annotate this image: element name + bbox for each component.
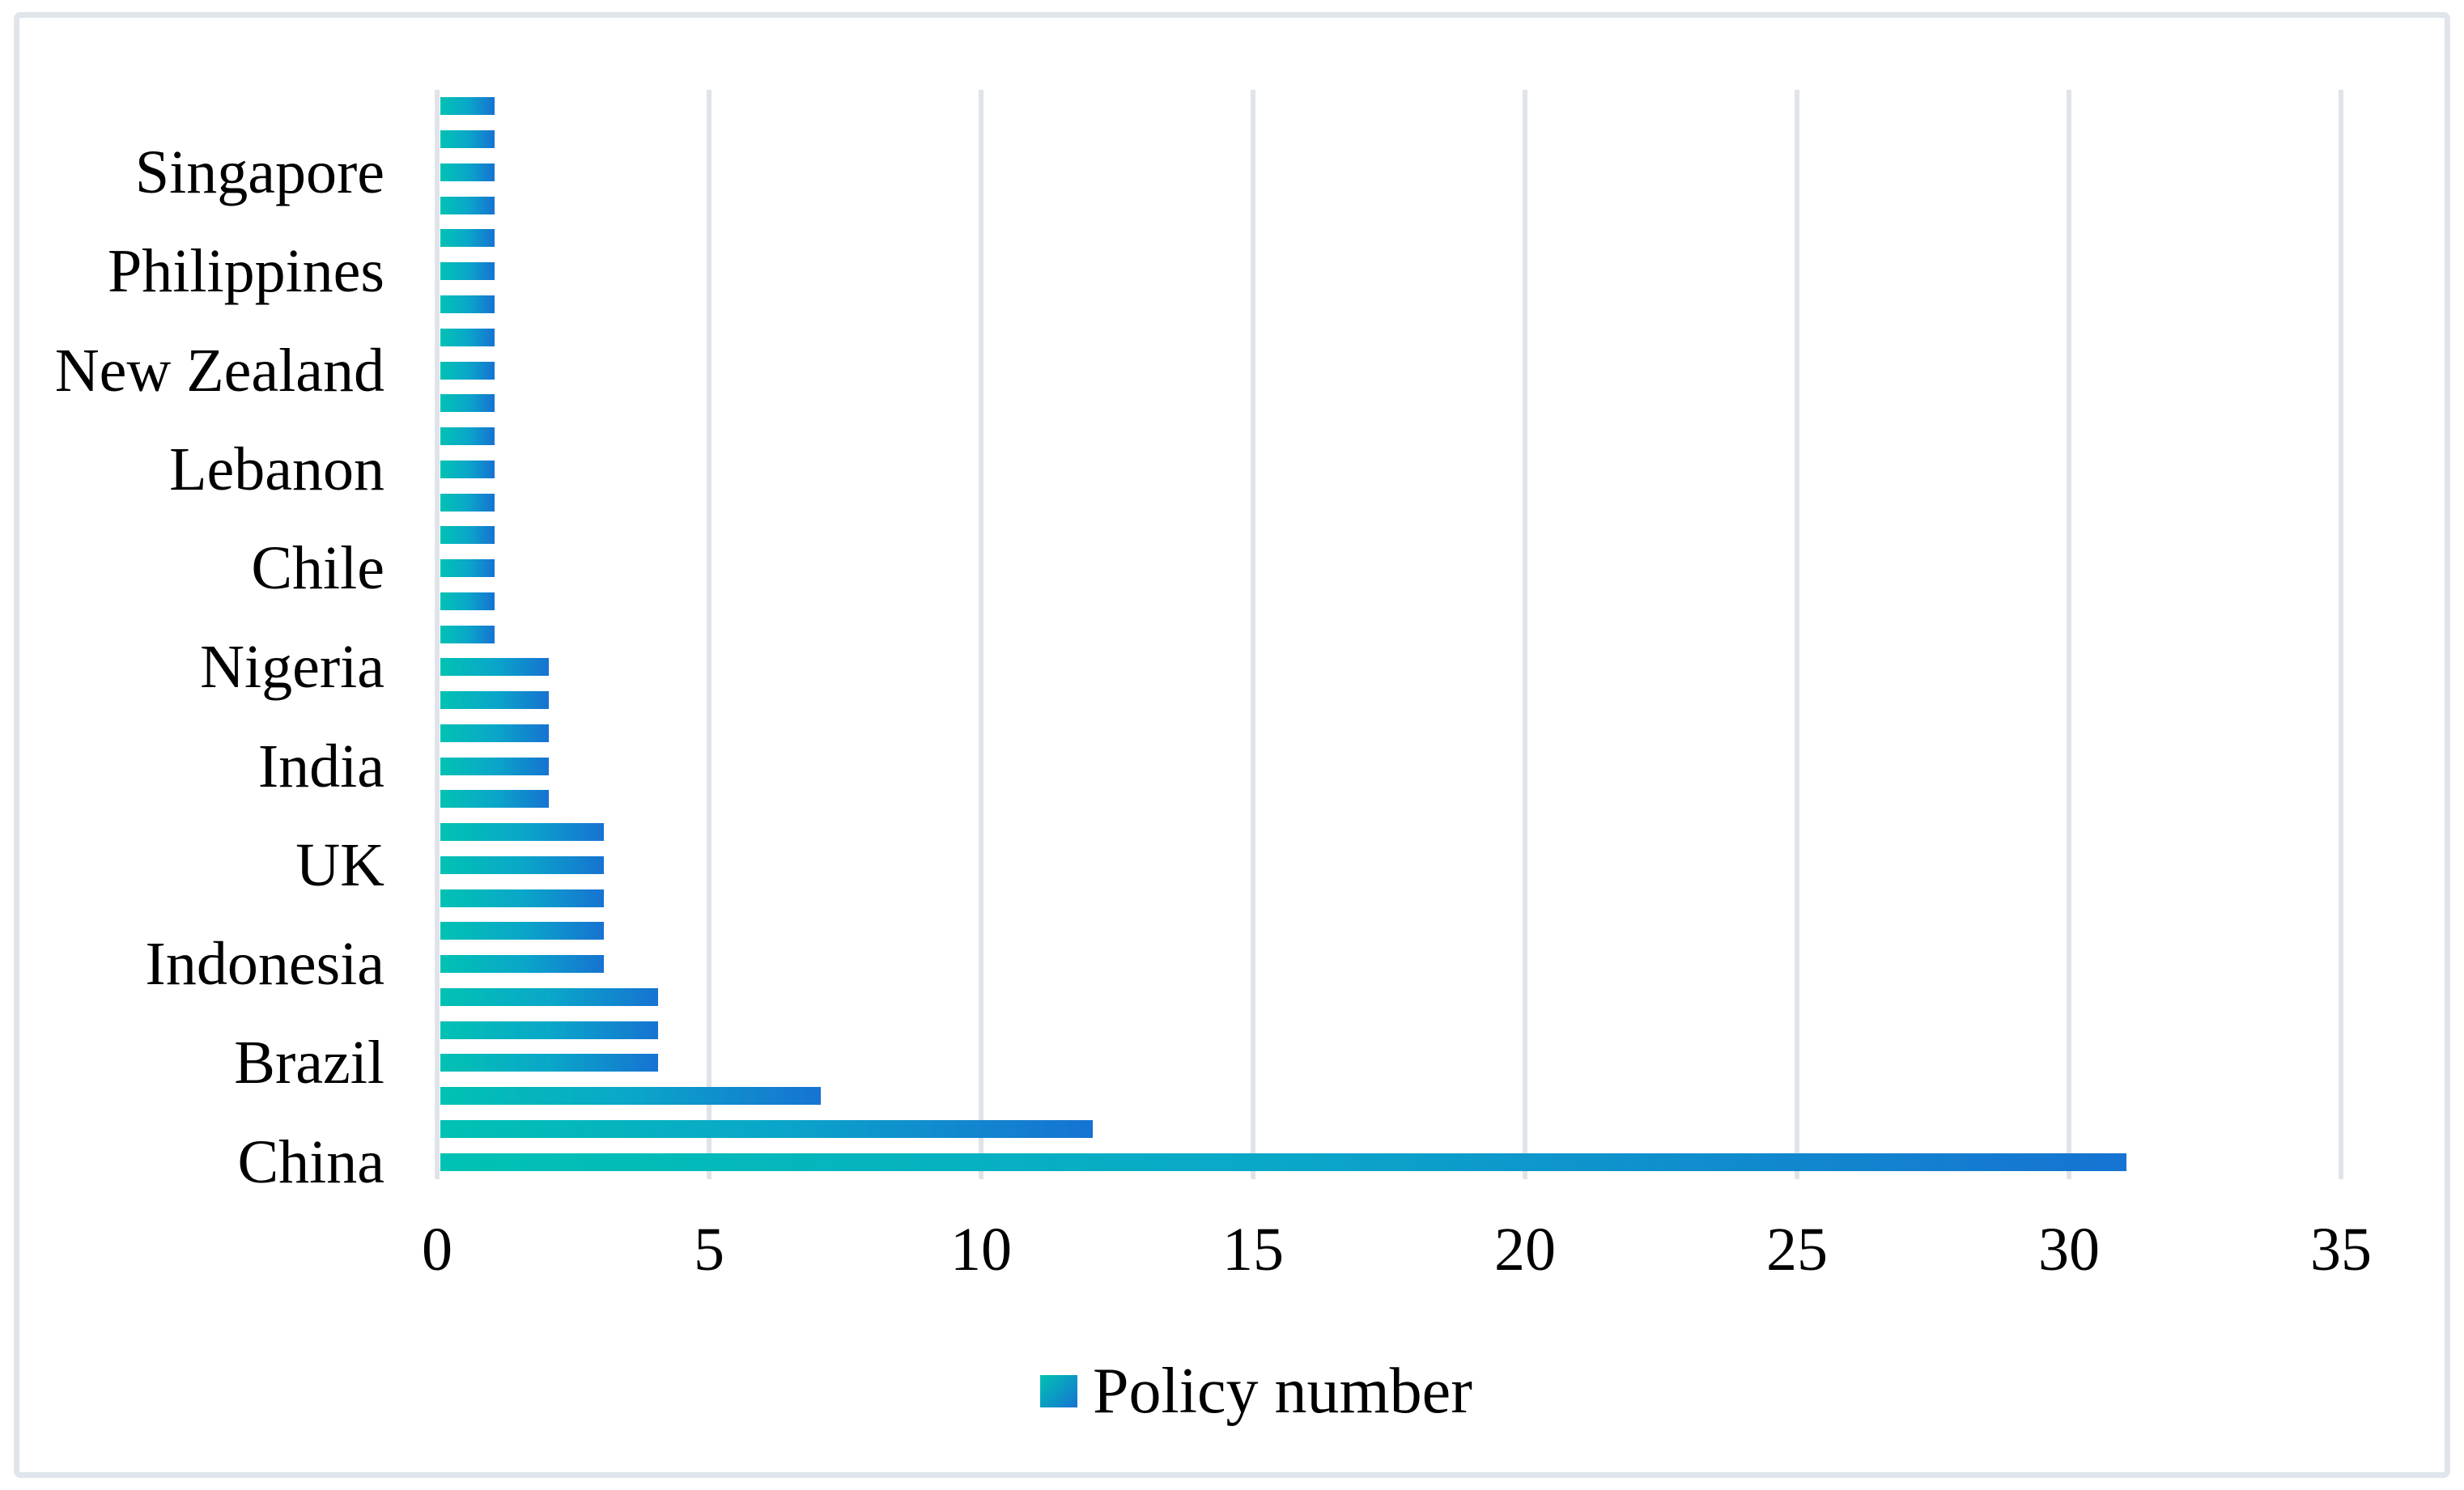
- bar-row-22: [440, 790, 550, 809]
- bar-row-16: [440, 592, 495, 610]
- gridline-10: [979, 90, 983, 1179]
- x-tick-label-0: 0: [422, 1216, 452, 1284]
- category-label-singapore: Singapore: [134, 138, 384, 206]
- category-label-indonesia: Indonesia: [145, 930, 384, 999]
- bar-philippines: [440, 262, 495, 281]
- gridline-5: [707, 90, 712, 1179]
- bar-row-2: [440, 130, 495, 149]
- bar-row-7: [440, 295, 495, 313]
- bar-row-17: [440, 625, 495, 643]
- gridline-0: [435, 90, 440, 1179]
- x-tick-label-35: 35: [2310, 1216, 2372, 1284]
- bar-china: [440, 1153, 2127, 1171]
- x-tick-label-5: 5: [694, 1216, 724, 1284]
- category-label-china: China: [237, 1127, 384, 1196]
- x-tick-label-25: 25: [1766, 1216, 1828, 1284]
- x-tick-label-30: 30: [2038, 1216, 2100, 1284]
- bar-row-32: [440, 1119, 1094, 1138]
- legend-label: Policy number: [1093, 1356, 1472, 1427]
- gridline-15: [1251, 90, 1255, 1179]
- bar-row-11: [440, 427, 495, 445]
- bar-indonesia: [440, 955, 604, 974]
- bar-brazil: [440, 1054, 658, 1072]
- category-label-philippines: Philippines: [107, 237, 384, 306]
- category-label-new-zealand: New Zealand: [54, 336, 384, 405]
- x-tick-label-15: 15: [1222, 1216, 1284, 1284]
- bar-lebanon: [440, 460, 495, 478]
- gridline-35: [2339, 90, 2343, 1179]
- bar-nigeria: [440, 658, 550, 677]
- bar-new-zealand: [440, 361, 495, 380]
- gridline-25: [1795, 90, 1799, 1179]
- bar-row-28: [440, 987, 658, 1006]
- category-label-lebanon: Lebanon: [169, 435, 384, 503]
- bar-row-20: [440, 724, 550, 742]
- bar-row-1: [440, 97, 495, 116]
- x-tick-label-10: 10: [950, 1216, 1012, 1284]
- bar-row-4: [440, 196, 495, 214]
- gridline-20: [1523, 90, 1527, 1179]
- bar-chile: [440, 559, 495, 577]
- bar-row-19: [440, 691, 550, 710]
- bar-row-31: [440, 1087, 822, 1106]
- legend: Policy number: [1040, 1359, 1472, 1424]
- bar-row-25: [440, 889, 604, 907]
- x-tick-label-20: 20: [1494, 1216, 1556, 1284]
- bar-india: [440, 757, 550, 775]
- category-label-nigeria: Nigeria: [200, 633, 384, 702]
- category-label-uk: UK: [295, 830, 384, 899]
- bar-singapore: [440, 163, 495, 181]
- bar-row-29: [440, 1021, 658, 1039]
- bar-row-8: [440, 328, 495, 346]
- bar-row-13: [440, 493, 495, 512]
- bar-row-5: [440, 229, 495, 248]
- bar-row-23: [440, 823, 604, 842]
- bar-row-14: [440, 526, 495, 545]
- category-label-india: India: [257, 732, 384, 800]
- bar-row-10: [440, 394, 495, 413]
- legend-marker-icon: [1040, 1375, 1077, 1407]
- category-label-brazil: Brazil: [234, 1029, 384, 1097]
- gridline-30: [2067, 90, 2071, 1179]
- bar-row-26: [440, 922, 604, 940]
- bar-uk: [440, 855, 604, 874]
- category-label-chile: Chile: [251, 534, 384, 602]
